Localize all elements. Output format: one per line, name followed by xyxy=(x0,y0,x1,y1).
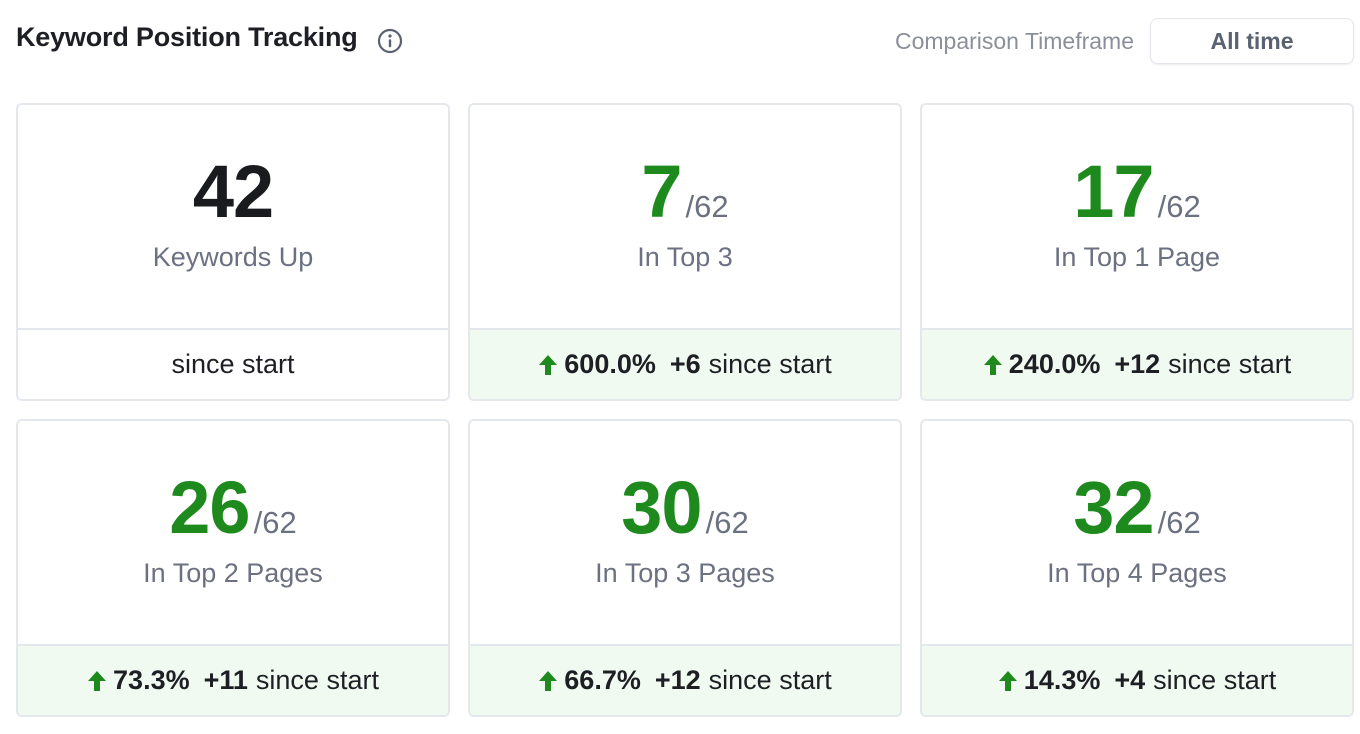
stat-total: /62 xyxy=(1157,189,1201,224)
stat-footer-delta: +11 xyxy=(203,665,248,695)
stat-card-top-4-pages: 32 /62 In Top 4 Pages 14.3% +4 since sta… xyxy=(920,419,1354,717)
arrow-up-icon xyxy=(539,354,558,375)
stat-footer-delta: +6 xyxy=(669,349,701,379)
stat-value-row: 17 /62 xyxy=(1073,150,1201,233)
stat-value-row: 26 /62 xyxy=(169,466,297,549)
stat-footer-suffix: since start xyxy=(171,349,295,379)
stat-card-top-3-pages: 30 /62 In Top 3 Pages 66.7% +12 since st… xyxy=(468,419,902,717)
stat-card-main: 26 /62 In Top 2 Pages xyxy=(18,421,448,646)
stat-total: /62 xyxy=(705,505,749,540)
timeframe-dropdown-button[interactable]: All time xyxy=(1150,18,1354,64)
stat-footer-delta: +12 xyxy=(1114,349,1161,379)
header: Keyword Position Tracking Comparison Tim… xyxy=(16,18,1354,64)
stat-card-keywords-up: 42 Keywords Up since start xyxy=(16,103,450,401)
info-icon[interactable] xyxy=(376,27,404,55)
stat-total: /62 xyxy=(685,189,729,224)
stat-total: /62 xyxy=(253,505,297,540)
stat-footer-percent: 14.3% xyxy=(1023,665,1101,695)
stat-card-main: 30 /62 In Top 3 Pages xyxy=(470,421,900,646)
arrow-up-icon xyxy=(998,670,1017,691)
stat-label: In Top 4 Pages xyxy=(1047,558,1227,588)
stats-grid: 42 Keywords Up since start 7 /62 In Top … xyxy=(16,103,1354,717)
arrow-up-icon xyxy=(983,354,1002,375)
stat-footer-delta: +12 xyxy=(654,665,701,695)
stat-value-row: 32 /62 xyxy=(1073,466,1201,549)
arrow-up-icon xyxy=(539,670,558,691)
stat-footer-suffix: since start xyxy=(255,665,379,695)
stat-footer-suffix: since start xyxy=(708,349,832,379)
stat-label: In Top 3 xyxy=(637,242,733,272)
stat-label: In Top 3 Pages xyxy=(595,558,775,588)
stat-value-row: 7 /62 xyxy=(641,150,729,233)
stat-value: 32 xyxy=(1073,466,1154,549)
stat-card-top-3: 7 /62 In Top 3 600.0% +6 since start xyxy=(468,103,902,401)
stat-value-row: 30 /62 xyxy=(621,466,749,549)
stat-footer: 66.7% +12 since start xyxy=(470,646,900,715)
stat-value: 17 xyxy=(1073,150,1154,233)
stat-card-main: 42 Keywords Up xyxy=(18,105,448,330)
stat-card-main: 32 /62 In Top 4 Pages xyxy=(922,421,1352,646)
stat-label: In Top 1 Page xyxy=(1053,242,1221,272)
stat-footer-suffix: since start xyxy=(1153,665,1277,695)
stat-footer: 240.0% +12 since start xyxy=(922,330,1352,399)
stat-value-row: 42 xyxy=(192,150,274,233)
stat-footer-suffix: since start xyxy=(708,665,832,695)
stat-total: /62 xyxy=(1157,505,1201,540)
stat-footer-percent: 600.0% xyxy=(564,349,656,379)
stat-footer: 600.0% +6 since start xyxy=(470,330,900,399)
stat-footer-percent: 73.3% xyxy=(113,665,190,695)
stat-value: 26 xyxy=(169,466,250,549)
stat-value: 30 xyxy=(621,466,702,549)
stat-value: 7 xyxy=(641,150,682,233)
stat-card-main: 7 /62 In Top 3 xyxy=(470,105,900,330)
stat-footer: 14.3% +4 since start xyxy=(922,646,1352,715)
stat-value: 42 xyxy=(192,150,274,233)
stat-card-top-1-page: 17 /62 In Top 1 Page 240.0% +12 since st… xyxy=(920,103,1354,401)
stat-footer: since start xyxy=(18,330,448,399)
stat-label: In Top 2 Pages xyxy=(143,558,323,588)
stat-label: Keywords Up xyxy=(152,242,314,272)
stat-footer: 73.3% +11 since start xyxy=(18,646,448,715)
stat-card-top-2-pages: 26 /62 In Top 2 Pages 73.3% +11 since st… xyxy=(16,419,450,717)
arrow-up-icon xyxy=(88,670,107,691)
stat-footer-suffix: since start xyxy=(1168,349,1292,379)
stat-footer-percent: 240.0% xyxy=(1008,349,1101,379)
timeframe-label: Comparison Timeframe xyxy=(894,28,1134,54)
stat-footer-delta: +4 xyxy=(1114,665,1146,695)
stat-footer-percent: 66.7% xyxy=(564,665,641,695)
stat-card-main: 17 /62 In Top 1 Page xyxy=(922,105,1352,330)
page-title: Keyword Position Tracking xyxy=(16,22,358,52)
